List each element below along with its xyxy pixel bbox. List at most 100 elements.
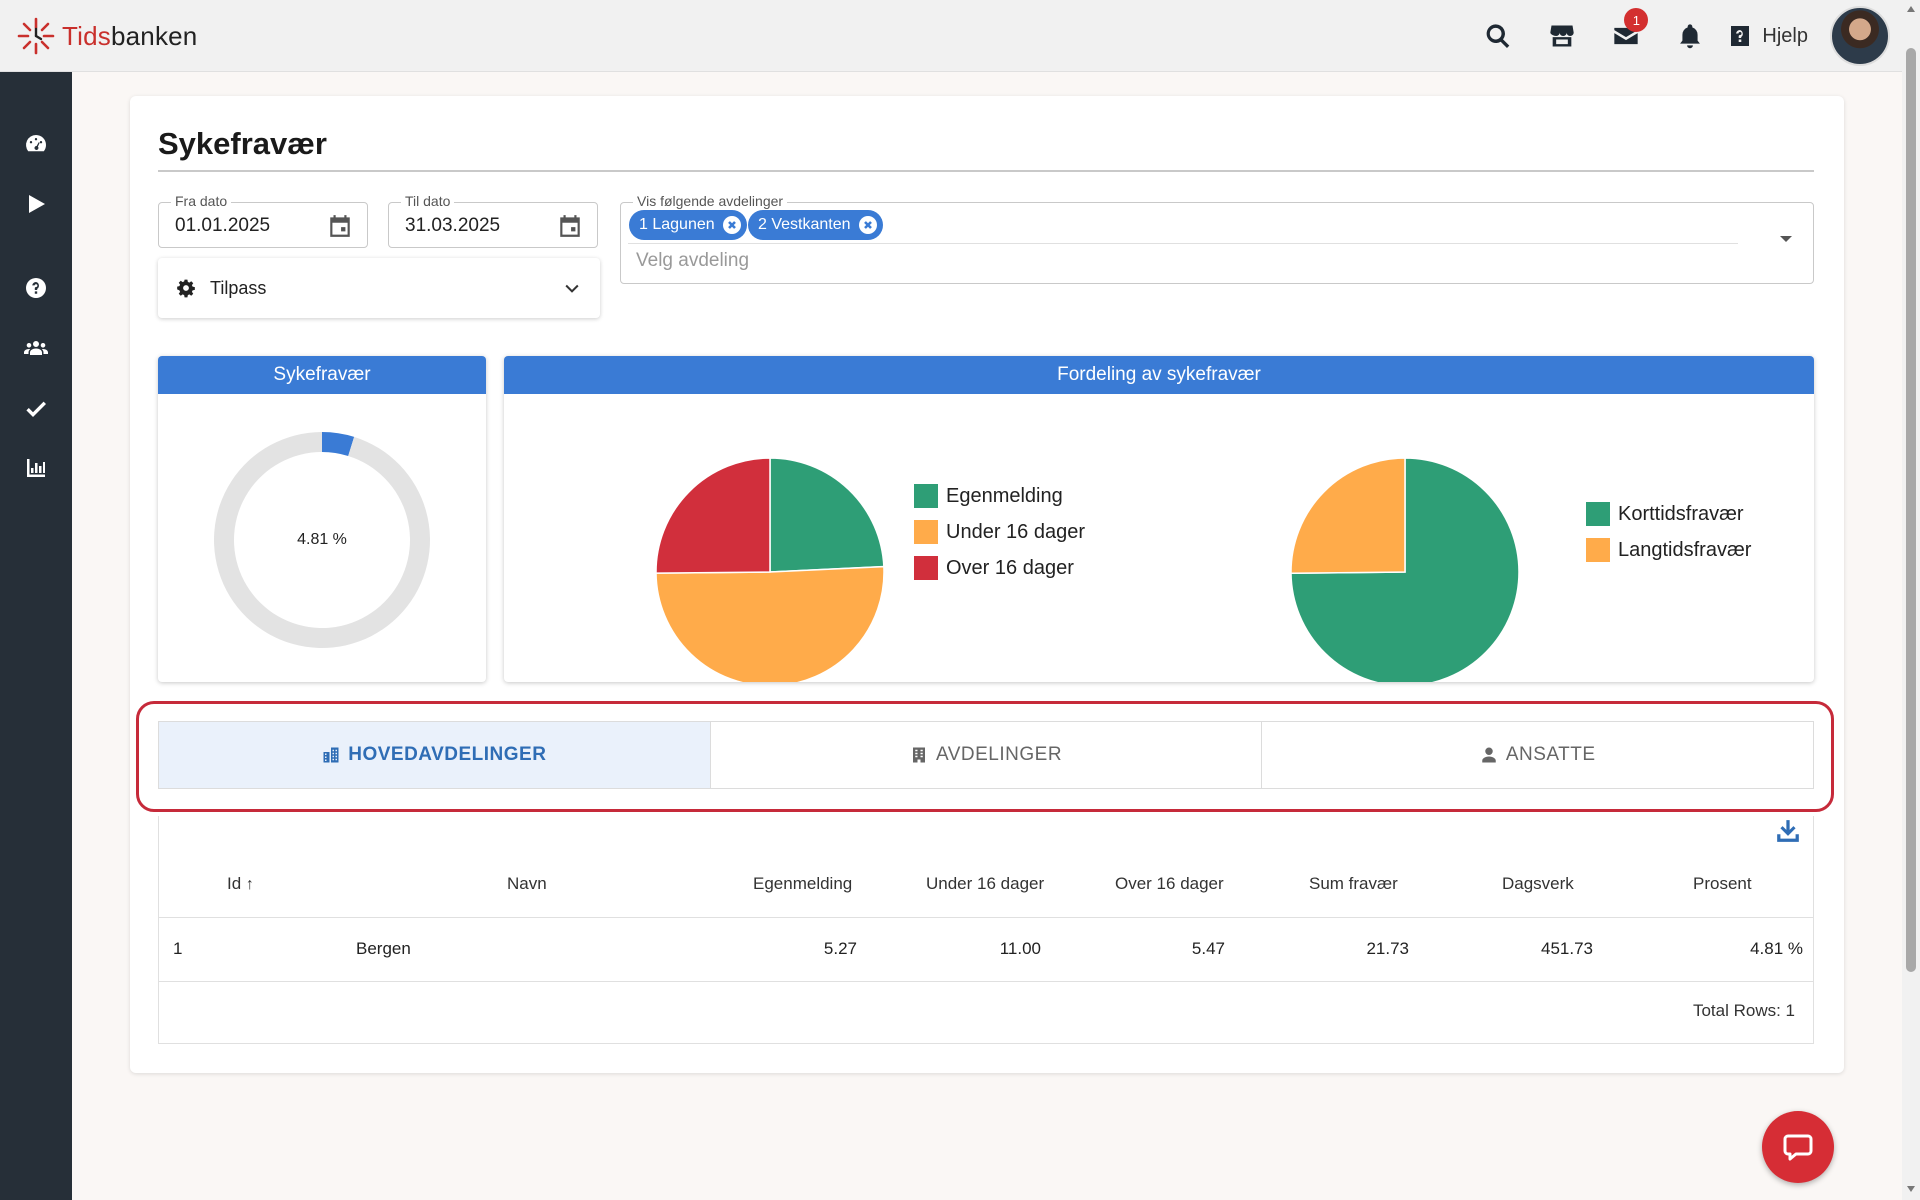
header-divider [159,917,1813,918]
scroll-thumb[interactable] [1906,48,1916,972]
department-chip[interactable]: 1 Lagunen [629,210,747,240]
dashboard-icon [26,135,46,152]
customize-dropdown[interactable]: Tilpass [158,258,600,318]
pie-slice-langtidsfravær[interactable] [1290,457,1406,574]
help-label: Hjelp [1762,24,1808,47]
sidebar-item-reports[interactable] [0,448,72,488]
column-header-dagsverk[interactable]: Dagsverk [1502,874,1574,893]
scrollbar[interactable] [1902,0,1920,1200]
mail-icon [1614,27,1639,45]
cell-egenmelding: 5.27 [823,939,857,958]
sidebar-item-play[interactable] [0,184,72,224]
legend-label: Over 16 dager [946,556,1074,579]
legend-swatch [1586,538,1610,562]
from-date-label: Fra dato [171,193,232,209]
column-header-over-16[interactable]: Over 16 dager [1115,874,1224,893]
column-header-under-16[interactable]: Under 16 dager [926,874,1045,893]
sort-arrow-up-icon: ↑ [245,876,254,893]
notifications-button[interactable] [1658,0,1722,72]
to-date-field[interactable]: Til dato 31.03.2025 [388,193,598,248]
messages-button[interactable]: 1 [1594,0,1658,72]
user-avatar[interactable] [1830,6,1890,66]
absence-donut-chart: 4.81 % [214,432,430,648]
legend-label: Langtidsfravær [1618,538,1752,561]
legend-label: Under 16 dager [946,520,1085,543]
chevron-down-icon [565,284,579,293]
cell-navn: Bergen [356,939,411,958]
legend-label: Korttidsfravær [1618,502,1744,525]
cell-over-16: 5.47 [1191,939,1225,958]
legend-item[interactable]: Langtidsfravær [1586,538,1751,562]
legend-label: Egenmelding [946,484,1063,507]
search-button[interactable] [1466,0,1530,72]
from-date-value: 01.01.2025 [175,215,271,236]
store-button[interactable] [1530,0,1594,72]
question-icon [26,278,46,298]
column-header-sum[interactable]: Sum fravær [1309,874,1398,893]
legend-swatch [914,484,938,508]
sidebar-item-help[interactable] [0,268,72,308]
column-header-navn[interactable]: Navn [507,874,547,893]
pie-slice-egenmelding[interactable] [769,457,885,573]
tab-avdelinger[interactable]: AVDELINGER [711,722,1263,788]
legend-item[interactable]: Korttidsfravær [1586,502,1744,526]
to-date-label: Til dato [401,193,455,209]
legend-item[interactable]: Under 16 dager [914,520,1085,544]
cell-dagsverk: 451.73 [1541,939,1593,958]
column-header-prosent[interactable]: Prosent [1693,874,1752,893]
brand-name: Tidsbanken [62,20,198,51]
help-button[interactable]: Hjelp [1728,24,1808,48]
check-icon [26,401,46,417]
column-header-id[interactable]: Id ↑ [227,874,254,893]
distribution-pie-charts [655,457,1520,682]
search-icon [1487,24,1510,49]
legend-swatch [914,520,938,544]
legend-item[interactable]: Egenmelding [914,484,1063,508]
cell-prosent: 4.81 % [1750,939,1803,958]
calendar-icon[interactable] [327,213,353,239]
legend-swatch [1586,502,1610,526]
page-title: Sykefravær [158,126,327,161]
gear-icon [177,279,195,298]
department-input-underline [628,243,1738,244]
chat-bubble-icon [1783,1134,1813,1161]
city-icon [323,747,339,763]
department-chip[interactable]: 2 Vestkanten [748,210,883,240]
download-icon[interactable] [1775,818,1801,844]
row-divider [159,981,1813,982]
sidebar-item-dashboard[interactable] [0,124,72,164]
customize-label: Tilpass [210,277,267,298]
tab-ansatte[interactable]: ANSATTE [1262,722,1813,788]
scroll-up-icon[interactable] [1907,6,1915,12]
chat-button[interactable] [1762,1111,1834,1183]
tab-hovedavdelinger[interactable]: HOVEDAVDELINGER [159,722,711,788]
absence-panel: Sykefravær 4.81 % [158,356,486,682]
from-date-field[interactable]: Fra dato 01.01.2025 [158,193,368,248]
sidebar [0,72,72,1200]
cell-sum: 21.73 [1366,939,1409,958]
remove-chip-icon[interactable] [722,216,741,234]
pie-slice-over-16-dager[interactable] [655,457,771,574]
sidebar-item-approvals[interactable] [0,388,72,428]
pie-slice-sykefravær[interactable] [322,432,355,456]
view-tabs: HOVEDAVDELINGER AVDELINGER ANSATTE [158,721,1814,789]
absence-panel-title: Sykefravær [158,356,486,394]
total-rows: Total Rows: 1 [1692,1001,1795,1020]
caret-down-icon[interactable] [1780,236,1792,242]
pie-slice-under-16-dager[interactable] [655,565,885,682]
scroll-down-icon[interactable] [1907,1186,1915,1192]
top-actions: 1 Hjelp [1466,0,1890,72]
bar-chart-icon [27,459,45,477]
sidebar-item-users[interactable] [0,328,72,368]
legend-item[interactable]: Over 16 dager [914,556,1074,580]
brand-logo[interactable]: Tidsbanken [16,16,197,56]
title-divider [158,170,1814,172]
users-icon [24,341,48,355]
remove-chip-icon[interactable] [858,216,877,234]
to-date-value: 31.03.2025 [405,215,501,236]
calendar-icon[interactable] [557,213,583,239]
data-table: Id ↑ Navn Egenmelding Under 16 dager Ove… [158,816,1814,1044]
pie-slice-korttidsfravær[interactable] [1290,457,1520,682]
column-header-egenmelding[interactable]: Egenmelding [753,874,853,893]
department-search-input[interactable]: Velg avdeling [636,250,750,271]
